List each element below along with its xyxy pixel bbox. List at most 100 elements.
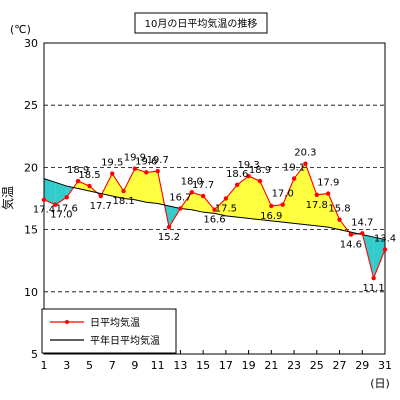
x-tick-label: 7 bbox=[109, 359, 116, 372]
data-point bbox=[235, 182, 240, 188]
data-label: 18.9 bbox=[249, 165, 271, 176]
data-label: 18.5 bbox=[78, 170, 100, 181]
x-tick-label: 23 bbox=[287, 359, 301, 372]
chart-title-box: 10月の日平均気温の推移 bbox=[134, 12, 268, 34]
data-label: 19.7 bbox=[147, 155, 169, 166]
fill-above-normal bbox=[214, 198, 226, 216]
y-axis-label: 気温 bbox=[0, 186, 15, 210]
fill-above-normal bbox=[203, 196, 215, 214]
data-point bbox=[155, 168, 160, 174]
data-labels: 17.417.017.618.918.517.719.518.119.919.6… bbox=[33, 148, 396, 294]
data-point bbox=[269, 203, 274, 209]
data-point bbox=[200, 193, 206, 199]
data-label: 17.7 bbox=[192, 180, 214, 191]
y-tick-label: 5 bbox=[31, 348, 38, 361]
data-point bbox=[325, 191, 331, 196]
legend-label-daily: 日平均気温 bbox=[90, 316, 140, 329]
x-tick-label: 19 bbox=[242, 359, 256, 372]
data-label: 13.4 bbox=[374, 234, 396, 245]
data-label: 18.1 bbox=[112, 196, 134, 207]
x-tick-label: 9 bbox=[131, 359, 138, 372]
legend-marker-daily bbox=[65, 320, 69, 324]
data-label: 19.9 bbox=[124, 153, 146, 164]
grid-lines bbox=[44, 104, 385, 293]
x-tick-label: 5 bbox=[86, 359, 93, 372]
data-label: 20.3 bbox=[294, 148, 316, 159]
fill-above-normal bbox=[146, 171, 158, 204]
fill-above-normal bbox=[259, 181, 272, 221]
data-point bbox=[144, 170, 149, 175]
y-tick-label: 15 bbox=[24, 224, 38, 237]
data-point bbox=[41, 197, 47, 202]
data-point bbox=[337, 217, 342, 222]
data-label: 17.0 bbox=[50, 210, 72, 221]
x-tick-label: 3 bbox=[63, 359, 70, 372]
data-point bbox=[257, 178, 263, 184]
x-tick-label: 11 bbox=[151, 359, 165, 372]
data-point bbox=[314, 192, 319, 197]
data-points bbox=[41, 161, 388, 281]
y-tick-label: 10 bbox=[24, 286, 38, 299]
data-label: 19.3 bbox=[237, 160, 259, 171]
data-point bbox=[166, 224, 172, 230]
fill-above-normal bbox=[282, 178, 295, 224]
data-label: 17.6 bbox=[56, 203, 78, 214]
title-frame bbox=[134, 12, 268, 34]
y-tick-label: 20 bbox=[24, 161, 38, 174]
x-tick-label: 13 bbox=[173, 359, 187, 372]
fill-above-normal bbox=[248, 176, 260, 220]
data-point bbox=[64, 195, 69, 200]
fill-above-normal bbox=[294, 163, 306, 225]
fill-above-normal bbox=[134, 168, 147, 203]
y-tick-label: 30 bbox=[24, 37, 38, 50]
fill-below-normal bbox=[373, 237, 385, 279]
fill-above-normal bbox=[78, 181, 90, 192]
legend-label-normal: 平年日平均気温 bbox=[90, 334, 160, 347]
fill-above-normal bbox=[271, 204, 283, 223]
data-point bbox=[371, 275, 376, 281]
data-label: 16.7 bbox=[169, 193, 191, 204]
data-point bbox=[360, 231, 365, 236]
data-label: 15.8 bbox=[328, 204, 350, 215]
fill-above-normal bbox=[316, 193, 329, 228]
data-label: 17.5 bbox=[215, 204, 237, 215]
data-label: 17.0 bbox=[272, 189, 294, 200]
y-unit-label: (℃) bbox=[10, 23, 31, 36]
fill-below-normal bbox=[44, 178, 56, 205]
data-point bbox=[110, 171, 115, 176]
data-label: 19.6 bbox=[135, 156, 157, 167]
data-label: 19.1 bbox=[283, 163, 305, 174]
fill-above-normal bbox=[237, 176, 249, 219]
x-tick-label: 1 bbox=[41, 359, 48, 372]
y-tick-label: 25 bbox=[24, 99, 38, 112]
legend-frame bbox=[41, 308, 177, 354]
fill-above-normal bbox=[305, 163, 317, 226]
data-point bbox=[212, 207, 217, 212]
data-point bbox=[348, 232, 354, 237]
x-tick-label: 27 bbox=[333, 359, 347, 372]
x-tick-label: 25 bbox=[310, 359, 324, 372]
data-label: 19.5 bbox=[101, 158, 123, 169]
data-label: 17.8 bbox=[306, 200, 328, 211]
data-point bbox=[189, 190, 194, 195]
data-point bbox=[75, 178, 81, 184]
data-point bbox=[223, 196, 229, 201]
fill-above-normal bbox=[123, 168, 135, 200]
data-point bbox=[87, 183, 92, 189]
data-point bbox=[246, 173, 251, 179]
x-tick-label: 29 bbox=[355, 359, 369, 372]
data-point bbox=[280, 202, 285, 207]
data-label: 18.9 bbox=[67, 165, 89, 176]
data-point bbox=[121, 188, 126, 194]
data-label: 16.9 bbox=[260, 211, 282, 222]
fill-above-normal bbox=[328, 193, 340, 230]
x-tick-label: 15 bbox=[196, 359, 210, 372]
data-label: 18.0 bbox=[181, 176, 203, 187]
x-unit-label: (日) bbox=[370, 377, 390, 390]
chart-title: 10月の日平均気温の推移 bbox=[145, 17, 258, 30]
legend: 日平均気温 平年日平均気温 bbox=[41, 308, 177, 354]
x-tick-label: 21 bbox=[264, 359, 278, 372]
data-point bbox=[291, 176, 297, 181]
fill-above-normal bbox=[191, 192, 204, 213]
data-label: 18.6 bbox=[226, 169, 248, 180]
